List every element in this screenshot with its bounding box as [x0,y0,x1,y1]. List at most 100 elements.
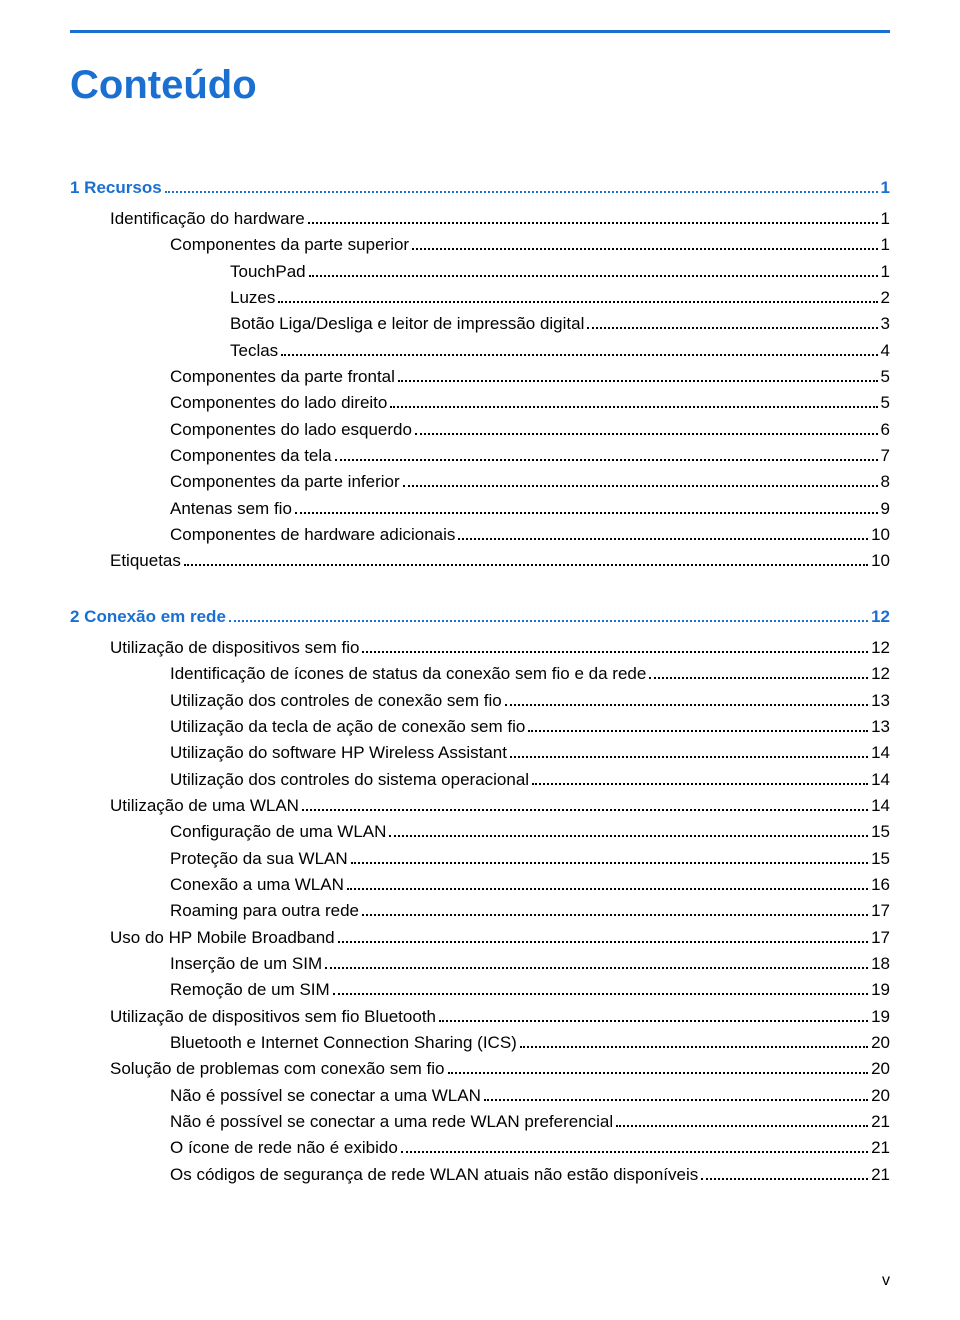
toc-entry[interactable]: Não é possível se conectar a uma rede WL… [70,1109,890,1135]
toc-leader [403,485,878,487]
toc-entry-label: Roaming para outra rede [170,898,359,924]
toc-entry[interactable]: Não é possível se conectar a uma WLAN 20 [70,1083,890,1109]
toc-leader [281,354,877,356]
page-title: Conteúdo [70,63,890,108]
toc-entry[interactable]: Utilização de dispositivos sem fio12 [70,635,890,661]
toc-entry-page: 8 [881,469,890,495]
toc-entry-page: 21 [871,1109,890,1135]
toc-entry[interactable]: Antenas sem fio 9 [70,496,890,522]
toc-entry[interactable]: Utilização dos controles de conexão sem … [70,688,890,714]
toc-entry[interactable]: Identificação de ícones de status da con… [70,661,890,687]
toc-entry[interactable]: Teclas4 [70,338,890,364]
toc-entry-label: Utilização do software HP Wireless Assis… [170,740,507,766]
toc-entry-label: Componentes da parte superior [170,232,409,258]
page: Conteúdo 1 Recursos1Identificação do har… [0,0,960,1320]
toc-entry[interactable]: Componentes do lado esquerdo 6 [70,417,890,443]
toc-entry[interactable]: Remoção de um SIM19 [70,977,890,1003]
toc-chapter-label: 2 Conexão em rede [70,607,226,627]
toc-entry[interactable]: Botão Liga/Desliga e leitor de impressão… [70,311,890,337]
toc-entry-label: Utilização da tecla de ação de conexão s… [170,714,525,740]
toc-entry-label: Antenas sem fio [170,496,292,522]
toc-entry-page: 1 [881,232,890,258]
toc-leader [505,704,868,706]
toc-entry-page: 5 [881,390,890,416]
toc-leader [295,512,878,514]
toc-leader [649,677,868,679]
toc-entry-page: 1 [881,206,890,232]
toc-entry-page: 13 [871,688,890,714]
toc-entry-page: 6 [881,417,890,443]
toc-entry[interactable]: Configuração de uma WLAN15 [70,819,890,845]
toc-entry[interactable]: Utilização da tecla de ação de conexão s… [70,714,890,740]
toc-chapter-label: 1 Recursos [70,178,162,198]
toc-entry[interactable]: Utilização de uma WLAN14 [70,793,890,819]
toc-entry-label: Componentes da tela [170,443,332,469]
toc-section: 2 Conexão em rede12Utilização de disposi… [70,607,890,1188]
toc-entry[interactable]: Conexão a uma WLAN16 [70,872,890,898]
toc-entry-page: 20 [871,1083,890,1109]
toc-entry[interactable]: Componentes do lado direito 5 [70,390,890,416]
toc-chapter[interactable]: 1 Recursos1 [70,178,890,198]
toc-entry-page: 14 [871,767,890,793]
toc-entry-page: 1 [881,259,890,285]
toc-entry[interactable]: Uso do HP Mobile Broadband17 [70,925,890,951]
toc-entry[interactable]: Luzes2 [70,285,890,311]
toc-entry[interactable]: Solução de problemas com conexão sem fio… [70,1056,890,1082]
toc-leader [415,433,878,435]
toc-entry-label: Utilização dos controles de conexão sem … [170,688,502,714]
toc-entry[interactable]: Componentes da parte frontal5 [70,364,890,390]
toc-entry-page: 15 [871,846,890,872]
toc-leader [532,783,868,785]
toc-entry-page: 14 [871,740,890,766]
toc-entry-page: 9 [881,496,890,522]
toc-entry-page: 2 [881,285,890,311]
toc-entry-label: Conexão a uma WLAN [170,872,344,898]
toc-entry-label: Componentes do lado esquerdo [170,417,412,443]
toc-leader [701,1178,868,1180]
toc-entry[interactable]: Utilização dos controles do sistema oper… [70,767,890,793]
toc-entry[interactable]: Os códigos de segurança de rede WLAN atu… [70,1162,890,1188]
toc-leader [362,651,868,653]
toc-chapter[interactable]: 2 Conexão em rede12 [70,607,890,627]
toc-entry[interactable]: Bluetooth e Internet Connection Sharing … [70,1030,890,1056]
toc-leader [458,538,868,540]
toc-entry-page: 5 [881,364,890,390]
toc-section: 1 Recursos1Identificação do hardware1Com… [70,178,890,575]
toc-entry[interactable]: Utilização de dispositivos sem fio Bluet… [70,1004,890,1030]
toc-entry-page: 19 [871,1004,890,1030]
toc-entry[interactable]: Proteção da sua WLAN 15 [70,846,890,872]
toc-entry-page: 17 [871,898,890,924]
toc-entry-label: Bluetooth e Internet Connection Sharing … [170,1030,517,1056]
toc-leader [333,993,868,995]
toc-entry-page: 14 [871,793,890,819]
toc-entry[interactable]: Componentes de hardware adicionais10 [70,522,890,548]
toc-entry[interactable]: Componentes da parte superior 1 [70,232,890,258]
toc-entry[interactable]: Utilização do software HP Wireless Assis… [70,740,890,766]
toc-entry-label: Componentes do lado direito [170,390,387,416]
toc-entry-label: Não é possível se conectar a uma WLAN [170,1083,481,1109]
toc-entry[interactable]: Inserção de um SIM18 [70,951,890,977]
toc-entry[interactable]: O ícone de rede não é exibido21 [70,1135,890,1161]
toc-entry-page: 3 [881,311,890,337]
toc-entry-label: Os códigos de segurança de rede WLAN atu… [170,1162,698,1188]
toc-entry-label: Configuração de uma WLAN [170,819,386,845]
toc-leader [587,327,877,329]
toc-entry[interactable]: Identificação do hardware1 [70,206,890,232]
toc-leader [338,941,868,943]
toc-entry-label: Proteção da sua WLAN [170,846,348,872]
toc-leader [325,967,868,969]
toc-entry-page: 21 [871,1162,890,1188]
toc-entry-label: Uso do HP Mobile Broadband [110,925,335,951]
toc-entry[interactable]: Etiquetas10 [70,548,890,574]
toc-entry[interactable]: Componentes da tela7 [70,443,890,469]
toc-entry-page: 12 [871,661,890,687]
toc-leader [309,275,878,277]
toc-entry-page: 18 [871,951,890,977]
toc-entry[interactable]: Componentes da parte inferior8 [70,469,890,495]
toc-entry[interactable]: Roaming para outra rede 17 [70,898,890,924]
toc-leader [528,730,868,732]
toc-leader [412,248,877,250]
toc-entry[interactable]: TouchPad1 [70,259,890,285]
toc-leader [484,1099,868,1101]
toc-leader [278,301,877,303]
